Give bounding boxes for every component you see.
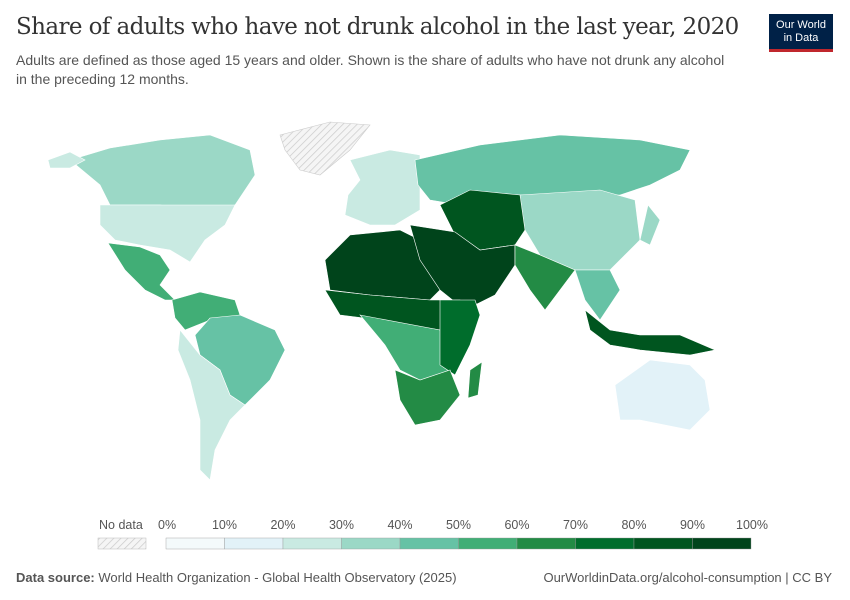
world-map (47, 121, 717, 481)
legend-tick: 80% (621, 518, 646, 532)
legend-tick: 50% (446, 518, 471, 532)
region-united-states[interactable] (99, 204, 236, 263)
region-southern-africa[interactable] (394, 369, 461, 426)
region-canada[interactable] (69, 134, 256, 211)
legend-tick: 10% (212, 518, 237, 532)
legend-tick: 90% (680, 518, 705, 532)
region-indonesia[interactable] (584, 309, 717, 356)
data-source: Data source: World Health Organization -… (16, 570, 457, 585)
region-southeast-asia[interactable] (574, 269, 621, 321)
chart-subtitle: Adults are defined as those aged 15 year… (16, 52, 725, 87)
legend-bin[interactable] (575, 537, 635, 550)
legend-bin[interactable] (341, 537, 401, 550)
legend-bin[interactable] (516, 537, 576, 550)
legend-bin[interactable] (399, 537, 459, 550)
legend-tick: 70% (563, 518, 588, 532)
region-south-asia[interactable] (514, 244, 576, 311)
region-japan[interactable] (639, 204, 661, 246)
region-east-africa[interactable] (439, 299, 481, 376)
map-legend: No data 0% 10% 20% 30% 40% 50% 60% 70% 80% 90% 100… (97, 518, 768, 550)
legend-bin[interactable] (282, 537, 342, 550)
source-label: Data source: (16, 570, 95, 585)
region-australia[interactable] (614, 359, 711, 431)
legend-bin[interactable] (633, 537, 693, 550)
no-data-swatch (97, 537, 147, 550)
region-europe[interactable] (344, 149, 421, 226)
logo-line-2: in Data (783, 32, 819, 44)
legend-tick: 30% (329, 518, 354, 532)
legend-tick: 60% (504, 518, 529, 532)
legend-bin[interactable] (224, 537, 284, 550)
logo-line-1: Our World (776, 19, 826, 31)
region-middle-east[interactable] (409, 224, 516, 311)
region-russia[interactable] (414, 134, 691, 206)
owid-logo[interactable]: Our World in Data (769, 14, 833, 52)
legend-bin[interactable] (165, 537, 225, 550)
legend-tick: 100% (736, 518, 768, 532)
chart-title: Share of adults who have not drunk alcoh… (16, 14, 739, 40)
region-greenland[interactable] (279, 121, 371, 176)
legend-bin[interactable] (692, 537, 752, 550)
legend-tick: 40% (387, 518, 412, 532)
region-southern-cone[interactable] (177, 329, 246, 481)
legend-tick: 20% (270, 518, 295, 532)
legend-bin[interactable] (458, 537, 518, 550)
legend-tick: 0% (158, 518, 176, 532)
source-text[interactable]: World Health Organization - Global Healt… (98, 570, 457, 585)
region-madagascar[interactable] (467, 361, 483, 399)
region-mexico-central-america[interactable] (107, 242, 176, 301)
no-data-label: No data (99, 518, 143, 532)
region-alaska[interactable] (47, 151, 86, 169)
source-url[interactable]: OurWorldinData.org/alcohol-consumption |… (543, 570, 832, 585)
